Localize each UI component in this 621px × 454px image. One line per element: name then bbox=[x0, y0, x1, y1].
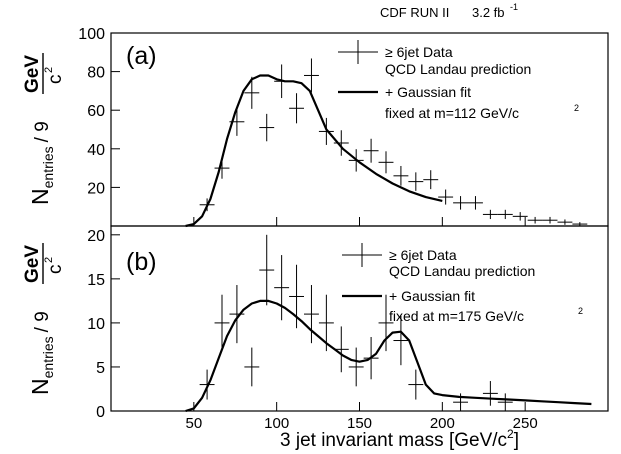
lumi-exponent: -1 bbox=[510, 2, 518, 12]
legend-a-line1: QCD Landau prediction bbox=[385, 61, 531, 77]
x-tick-label: 100 bbox=[264, 415, 289, 432]
x-tick-label: 250 bbox=[513, 415, 538, 432]
svg-text:Nentries/ 9: Nentries / 9 bbox=[27, 311, 56, 395]
y-title-a-n: N bbox=[27, 188, 53, 205]
legend-a-line2: + Gaussian fit bbox=[385, 84, 471, 100]
y-tick-label-b: 5 bbox=[96, 360, 105, 377]
legend-a-data-label: ≥ 6jet Data bbox=[385, 44, 453, 60]
y-axis-title-b: Nentries / 9 GeV c 2 bbox=[22, 243, 66, 395]
plot-layer: 20 40 60 80 100 0 5 10 15 20 50 100 150 200 250 bbox=[78, 26, 592, 432]
legend-b-line3-exp: 2 bbox=[578, 306, 583, 316]
x-axis-title-end: ] bbox=[514, 430, 519, 451]
y-tick-label-a: 60 bbox=[87, 103, 105, 120]
panel-b-label: (b) bbox=[126, 248, 157, 276]
x-axis-title-main: 3 jet invariant mass [GeV/c bbox=[280, 430, 507, 451]
y-tick-label-b: 15 bbox=[87, 272, 105, 289]
panel-b-frame bbox=[110, 225, 609, 412]
legend-b-line1: QCD Landau prediction bbox=[389, 263, 535, 279]
y-title-a-c-exp: 2 bbox=[43, 67, 55, 73]
y-title-a-gev: GeV bbox=[22, 55, 43, 93]
y-title-b-n: N bbox=[27, 378, 53, 395]
y-title-b-entries: entries bbox=[40, 336, 56, 378]
svg-text:Nentries/ 9: Nentries / 9 bbox=[27, 121, 56, 205]
y-title-a-c: c bbox=[45, 75, 66, 85]
y-tick-label-a: 40 bbox=[87, 142, 105, 159]
y-title-a-entries: entries bbox=[40, 146, 56, 188]
fit-curve-b bbox=[185, 299, 592, 413]
y-title-b-c-exp: 2 bbox=[43, 257, 55, 263]
y-tick-label-b: 10 bbox=[87, 316, 105, 333]
x-axis-title: 3 jet invariant mass [GeV/c2] bbox=[280, 427, 519, 451]
legend-b-line2: + Gaussian fit bbox=[389, 288, 475, 304]
legend-b: ≥ 6jet Data QCD Landau prediction + Gaus… bbox=[342, 243, 583, 324]
legend-a-line3-exp: 2 bbox=[574, 103, 579, 113]
y-tick-label-a: 80 bbox=[87, 65, 105, 82]
x-tick-label: 150 bbox=[347, 415, 372, 432]
y-title-b-per: / 9 bbox=[32, 311, 53, 332]
y-tick-label-a: 20 bbox=[87, 180, 105, 197]
panel-a-frame bbox=[110, 32, 609, 227]
run-title: CDF RUN II bbox=[380, 5, 449, 20]
legend-b-line3: fixed at m=175 GeV/c bbox=[389, 308, 524, 324]
y-tick-label-a: 100 bbox=[78, 26, 105, 43]
panel-a-label: (a) bbox=[126, 42, 157, 70]
legend-a-line3: fixed at m=112 GeV/c bbox=[385, 105, 519, 121]
x-tick-label: 50 bbox=[185, 415, 202, 432]
y-title-b-c: c bbox=[45, 265, 66, 275]
y-tick-label-b: 20 bbox=[87, 228, 105, 245]
x-axis-title-exp: 2 bbox=[507, 427, 514, 441]
y-title-b-gev: GeV bbox=[22, 245, 43, 283]
y-title-a-per: / 9 bbox=[32, 121, 53, 142]
fit-curve-a bbox=[185, 74, 443, 228]
legend-b-data-label: ≥ 6jet Data bbox=[389, 247, 457, 263]
y-tick-label-b: 0 bbox=[96, 404, 105, 421]
lumi-label: 3.2 fb bbox=[472, 5, 505, 20]
legend-a: ≥ 6jet Data QCD Landau prediction + Gaus… bbox=[338, 40, 579, 121]
x-tick-label: 200 bbox=[430, 415, 455, 432]
y-axis-title-a: Nentries / 9 GeV c 2 bbox=[22, 53, 66, 205]
